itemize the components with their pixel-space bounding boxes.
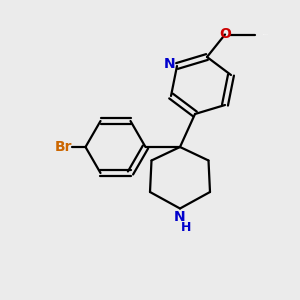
Text: N: N: [164, 58, 175, 71]
Text: methoxy: methoxy: [262, 34, 269, 35]
Text: H: H: [181, 221, 191, 234]
Text: Br: Br: [55, 140, 72, 154]
Text: O: O: [219, 27, 231, 41]
Text: N: N: [174, 210, 185, 224]
